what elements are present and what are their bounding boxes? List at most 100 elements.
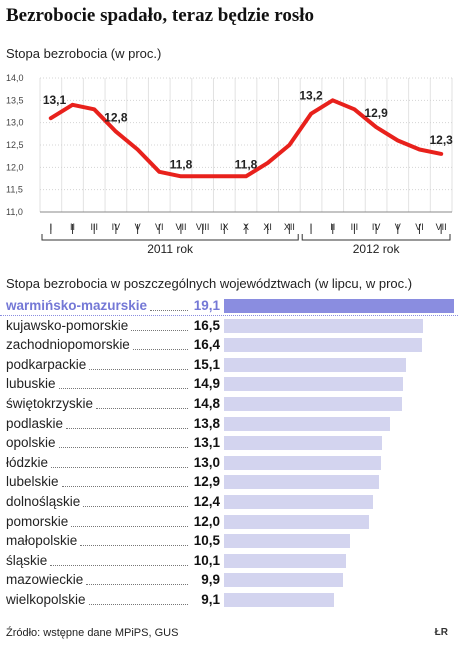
leader-dots: [89, 604, 188, 605]
source-note: Źródło: wstępne dane MPiPS, GUS: [6, 627, 179, 639]
data-point: [157, 170, 161, 174]
data-point: [352, 107, 357, 111]
x-tick-label: VI: [415, 222, 424, 232]
line-chart-subtitle: Stopa bezrobocia (w proc.): [6, 46, 162, 61]
region-label: lubuskie: [6, 376, 56, 392]
bar: [224, 338, 422, 353]
x-tick-label: IV: [372, 222, 381, 232]
year-label: 2012 rok: [353, 242, 401, 256]
bar-row: łódzkie 13,0: [0, 453, 458, 473]
region-label: podkarpackie: [6, 356, 87, 372]
x-tick-label: II: [330, 222, 335, 232]
x-tick-label: VI: [155, 222, 164, 232]
data-point: [49, 116, 53, 120]
bar: [224, 416, 391, 431]
bar-row: małopolskie 10,5: [0, 531, 458, 551]
value-label: 15,1: [193, 356, 220, 372]
data-point: [439, 152, 443, 156]
x-tick-label: V: [395, 222, 401, 232]
leader-dots: [131, 329, 188, 331]
bar-row: lubelskie 12,9: [0, 472, 458, 492]
data-point: [244, 174, 248, 178]
bar-row: śląskie 10,1: [0, 551, 458, 571]
bar-chart-title: Stopa bezrobocia w poszczególnych wojewó…: [6, 276, 413, 291]
data-point: [201, 174, 205, 178]
value-label: 10,5: [193, 533, 220, 549]
x-tick-label: V: [135, 222, 141, 232]
value-label: 12,0: [193, 513, 220, 529]
data-label: 12,3: [429, 133, 453, 147]
value-label: 16,5: [193, 317, 220, 333]
bar-row: zachodniopomorskie 16,4: [0, 335, 458, 355]
y-tick-label: 13,0: [6, 118, 24, 128]
bar: [224, 318, 423, 333]
y-tick-label: 13,5: [6, 95, 24, 105]
region-label: pomorskie: [6, 513, 69, 529]
data-label: 13,2: [299, 89, 323, 103]
data-point: [374, 125, 378, 129]
bar: [224, 357, 406, 372]
value-label: 10,1: [193, 552, 220, 568]
x-tick-label: VII: [175, 222, 186, 232]
x-tick-label: IX: [220, 222, 229, 232]
bar: [224, 573, 344, 588]
bar: [224, 475, 380, 490]
leader-dots: [89, 368, 188, 370]
bar-row: opolskie 13,1: [0, 433, 458, 453]
value-label: 14,8: [193, 396, 220, 411]
line-chart: 14,0 13,5 13,0 12,5 12,0 11,5 11,0 13,1 12,8 11,8…: [6, 73, 453, 256]
region-label: kujawsko-pomorskie: [6, 317, 129, 333]
region-label: dolnośląskie: [6, 494, 81, 509]
data-point: [179, 174, 183, 178]
x-tick-label: IV: [112, 222, 121, 232]
y-tick-label: 11,5: [6, 185, 23, 195]
region-label: małopolskie: [6, 533, 78, 549]
data-label: 12,8: [104, 111, 128, 125]
value-label: 13,0: [193, 454, 220, 470]
leader-dots: [86, 584, 188, 586]
bar-row: podlaskie 13,8: [0, 414, 458, 434]
leader-dots: [150, 310, 188, 311]
x-tick-label: III: [90, 222, 98, 232]
region-label: wielkopolskie: [6, 592, 86, 607]
bar-row: pomorskie 12,0: [0, 512, 458, 532]
data-point: [114, 130, 118, 134]
bar-row: kujawsko-pomorskie 16,5: [0, 316, 458, 336]
data-point: [287, 143, 291, 147]
x-tick-label: I: [310, 222, 313, 232]
bar: [224, 455, 381, 470]
leader-dots: [133, 349, 188, 351]
value-label: 12,9: [193, 474, 220, 490]
region-label: warmińsko-mazurskie: [6, 298, 148, 313]
bar-row: świętokrzyskie 14,8: [0, 394, 458, 414]
data-point: [417, 147, 422, 152]
bar-row: podkarpackie 15,1: [0, 355, 458, 375]
y-tick-label: 14,0: [6, 73, 24, 83]
chart-title: Bezrobocie spadało, teraz będzie rosło: [6, 5, 314, 26]
value-label: 19,1: [193, 298, 220, 313]
bar: [224, 397, 403, 411]
x-tick-label: X: [243, 222, 249, 232]
data-point: [396, 138, 400, 143]
y-tick-label: 11,0: [6, 207, 23, 217]
leader-dots: [50, 564, 188, 566]
region-label: mazowieckie: [6, 572, 84, 588]
year-bracket: [301, 234, 451, 241]
bar: [224, 436, 382, 451]
region-label: zachodniopomorskie: [6, 337, 130, 353]
data-point: [309, 112, 313, 116]
bar: [224, 514, 369, 529]
value-label: 14,9: [193, 376, 220, 392]
data-point: [92, 107, 96, 111]
data-point: [135, 147, 140, 152]
data-point: [222, 174, 226, 178]
x-tick-label: II: [70, 222, 75, 232]
value-label: 13,1: [193, 435, 220, 451]
leader-dots: [66, 427, 188, 429]
bar: [224, 495, 374, 509]
data-point: [70, 103, 75, 107]
bar-row: lubuskie 14,9: [0, 374, 458, 394]
bar: [224, 377, 404, 392]
bar-row: dolnośląskie 12,4: [0, 492, 458, 512]
x-tick-label: XII: [284, 222, 295, 232]
